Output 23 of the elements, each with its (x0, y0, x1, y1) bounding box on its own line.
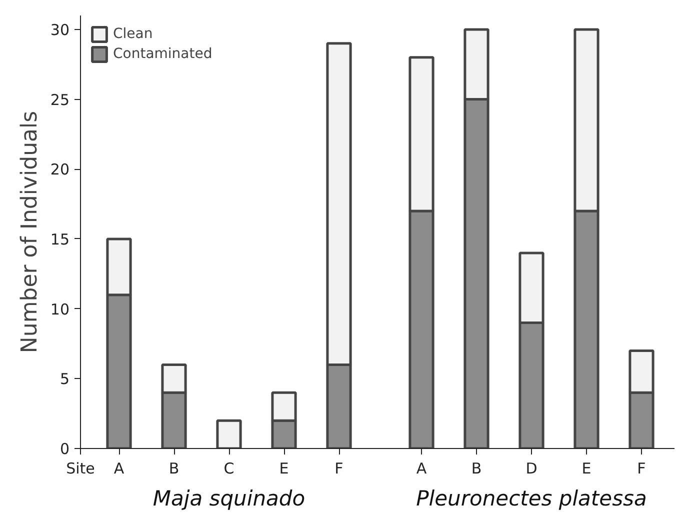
x-tick-label: D (526, 460, 538, 478)
x-tick-label: E (279, 460, 289, 478)
legend-label: Clean (113, 26, 153, 42)
text: Pleuronectes platessa (416, 486, 647, 510)
y-tick-label: 0 (60, 440, 70, 458)
x-tick-label: B (168, 460, 180, 478)
text: Maja squinado (152, 486, 306, 510)
x-axis-title: Site (66, 460, 95, 478)
x-tick-label: A (416, 460, 428, 478)
y-tick-label: 15 (50, 230, 70, 248)
y-tick-label: 10 (50, 300, 70, 318)
x-tick-label: C (224, 460, 234, 478)
x-tick-label: F (334, 460, 344, 478)
legend-label: Contaminated (113, 46, 212, 62)
x-tick-label: E (582, 460, 592, 478)
y-tick-label: 30 (50, 20, 70, 39)
x-tick-label: B (471, 460, 482, 478)
y-tick-label: 5 (60, 370, 70, 388)
y-tick-label: 25 (50, 90, 70, 109)
x-tick-label: F (637, 460, 646, 478)
y-axis-title: Number of Individuals (17, 110, 42, 354)
y-tick-label: 20 (50, 160, 70, 179)
x-tick-label: A (114, 460, 125, 478)
